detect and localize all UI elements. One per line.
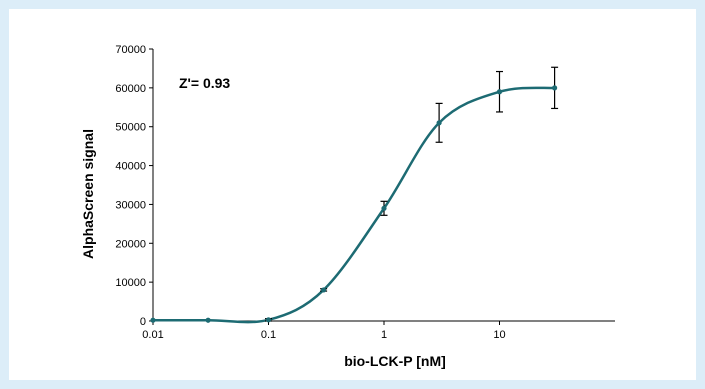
- data-point: [436, 120, 442, 126]
- y-axis: 0 10000 20000 30000 40000 50000 60000 70000: [115, 44, 154, 328]
- z-prime-annotation: Z'= 0.93: [179, 75, 230, 91]
- x-axis: 0.01 0.1 1 10: [142, 320, 615, 341]
- series-layer: [150, 66, 559, 324]
- chart-frame: 0 10000 20000 30000 40000 50000 60000 70000 0.0…: [9, 9, 696, 380]
- y-tick-label: 60000: [115, 83, 146, 95]
- y-tick-label: 0: [140, 316, 146, 328]
- chart: 0 10000 20000 30000 40000 50000 60000 70000 0.0…: [80, 44, 615, 369]
- x-tick-label: 1: [381, 329, 387, 341]
- data-point: [321, 287, 327, 293]
- y-tick-label: 70000: [115, 44, 146, 56]
- y-tick-label: 10000: [115, 277, 146, 289]
- data-point: [150, 317, 156, 323]
- x-tick-label: 0.1: [261, 329, 276, 341]
- x-tick-label: 0.01: [142, 329, 163, 341]
- data-point: [265, 317, 272, 323]
- data-point: [205, 317, 211, 323]
- data-point: [496, 89, 503, 95]
- y-tick-label: 20000: [115, 238, 146, 250]
- x-axis-title: bio-LCK-P [nM]: [344, 353, 446, 369]
- y-tick-label: 50000: [115, 122, 146, 134]
- x-tick-label: 10: [493, 329, 505, 341]
- fit-curve: [152, 86, 555, 324]
- data-point: [552, 85, 558, 91]
- y-tick-label: 40000: [115, 161, 146, 173]
- y-axis-title: AlphaScreen signal: [80, 129, 96, 259]
- y-tick-label: 30000: [115, 199, 146, 211]
- data-point: [381, 205, 387, 211]
